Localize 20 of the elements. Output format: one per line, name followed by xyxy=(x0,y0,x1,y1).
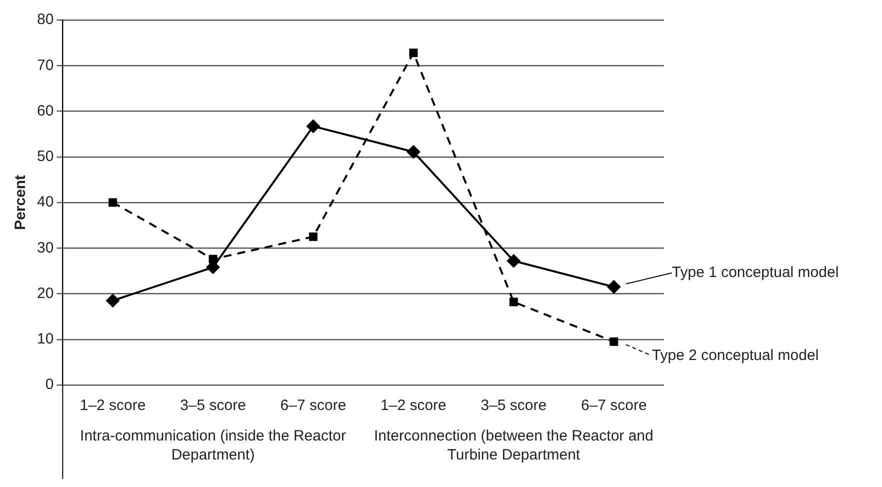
x-tick-label: 1–2 score xyxy=(380,397,446,414)
text: Intra-communication (inside the Reactor Department) xyxy=(80,428,346,464)
y-tick-label: 60 xyxy=(36,102,54,120)
y-tick-label: 40 xyxy=(36,194,54,211)
y-tick-label: 80 xyxy=(36,11,54,28)
y-tick-label: 20 xyxy=(36,284,54,302)
y-tick-label: 0 xyxy=(45,376,54,394)
x-tick-label: 6–7 score xyxy=(280,397,346,414)
text: Interconnection (between the Reactor and Turbine Department xyxy=(374,428,654,464)
legend-label: Type 1 conceptual model xyxy=(672,264,839,282)
x-tick-label: 1–2 score xyxy=(80,397,146,414)
y-tick-label: 70 xyxy=(36,56,54,74)
y-tick-label: 50 xyxy=(36,148,54,166)
x-tick-label: 3–5 score xyxy=(180,397,246,414)
y-axis-title: Percent xyxy=(12,174,30,230)
y-tick-label: 30 xyxy=(36,239,54,256)
x-tick-label: 3–5 score xyxy=(480,397,547,414)
y-tick-label: 10 xyxy=(36,330,54,348)
legend-label: Type 2 conceptual model xyxy=(652,346,819,364)
x-tick-label: 6–7 score xyxy=(580,397,647,414)
